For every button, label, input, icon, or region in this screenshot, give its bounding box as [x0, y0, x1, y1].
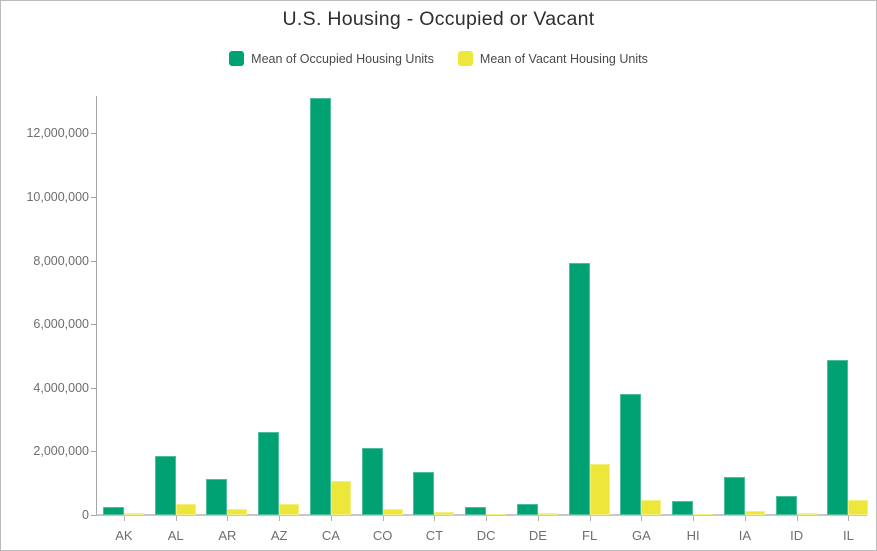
bar-occupied-IL[interactable] [827, 360, 849, 515]
legend-item-occupied[interactable]: Mean of Occupied Housing Units [229, 51, 434, 66]
bar-occupied-GA[interactable] [620, 394, 642, 515]
x-axis-tick [124, 516, 125, 521]
x-axis-label-CA: CA [321, 528, 340, 543]
x-axis-label-GA: GA [631, 528, 651, 543]
y-axis-tick-label: 4,000,000 [33, 381, 89, 395]
y-axis-tick-label: 2,000,000 [33, 444, 89, 458]
x-axis-label-AK: AK [115, 528, 133, 543]
bar-occupied-HI[interactable] [672, 501, 694, 515]
x-axis-tick [176, 516, 177, 521]
x-axis-tick [797, 516, 798, 521]
x-axis-label-CO: CO [372, 528, 393, 543]
bar-vacant-DC[interactable] [486, 513, 507, 515]
x-axis-label-AR: AR [218, 528, 237, 543]
x-axis-tick [383, 516, 384, 521]
bar-vacant-ID[interactable] [796, 513, 817, 515]
bar-occupied-CA[interactable] [309, 98, 331, 515]
bar-vacant-HI[interactable] [693, 513, 714, 515]
y-axis-tick [91, 197, 97, 198]
y-axis-tick-label: 0 [82, 508, 89, 522]
x-axis-label-HI: HI [686, 528, 700, 543]
bar-vacant-IA[interactable] [744, 511, 765, 515]
bar-occupied-AZ[interactable] [258, 432, 280, 515]
x-axis-line [96, 514, 867, 516]
bar-vacant-FL[interactable] [589, 464, 610, 515]
bar-occupied-AR[interactable] [206, 479, 228, 515]
chart-title: U.S. Housing - Occupied or Vacant [282, 8, 595, 30]
bar-occupied-AL[interactable] [154, 456, 176, 515]
x-axis-label-DC: DC [476, 528, 496, 543]
x-axis-tick [538, 516, 539, 521]
x-axis-tick [227, 516, 228, 521]
y-axis-tick-label: 6,000,000 [33, 317, 89, 331]
bar-occupied-ID[interactable] [775, 495, 797, 515]
bar-occupied-IA[interactable] [723, 476, 745, 515]
x-axis-label-DE: DE [528, 528, 547, 543]
x-axis-label-AZ: AZ [270, 528, 288, 543]
legend-label: Mean of Vacant Housing Units [479, 51, 648, 66]
x-axis-tick [693, 516, 694, 521]
legend: Mean of Occupied Housing Units Mean of Va… [1, 51, 876, 66]
bar-occupied-DE[interactable] [516, 504, 538, 515]
bar-occupied-FL[interactable] [568, 263, 590, 515]
bar-occupied-CO[interactable] [361, 448, 383, 515]
legend-label: Mean of Occupied Housing Units [251, 51, 434, 66]
bar-occupied-CT[interactable] [413, 472, 435, 515]
legend-item-vacant[interactable]: Mean of Vacant Housing Units [457, 51, 648, 66]
y-axis-tick [91, 261, 97, 262]
bar-vacant-AK[interactable] [123, 513, 144, 515]
x-axis-label-IL: IL [842, 528, 854, 543]
bar-vacant-AZ[interactable] [279, 503, 300, 515]
bar-vacant-GA[interactable] [641, 500, 662, 515]
occupied-swatch-icon [229, 51, 245, 66]
x-axis-label-ID: ID [790, 528, 804, 543]
bar-vacant-AL[interactable] [175, 504, 196, 515]
bar-vacant-CO[interactable] [382, 508, 403, 515]
y-axis-tick [91, 324, 97, 325]
y-axis-tick [91, 133, 97, 134]
x-axis-tick [848, 516, 849, 521]
y-axis-tick [91, 451, 97, 452]
x-axis-tick [590, 516, 591, 521]
bar-vacant-DE[interactable] [537, 512, 558, 515]
x-axis-label-CT: CT [425, 528, 444, 543]
y-axis-tick [91, 515, 97, 516]
x-axis-tick [641, 516, 642, 521]
x-axis-tick [331, 516, 332, 521]
bar-vacant-IL[interactable] [848, 500, 869, 515]
x-axis-tick [434, 516, 435, 521]
vacant-swatch-icon [457, 51, 473, 66]
y-axis-line [96, 96, 97, 515]
x-axis-tick [486, 516, 487, 521]
x-axis-label-FL: FL [582, 528, 598, 543]
y-axis-tick-label: 10,000,000 [26, 190, 89, 204]
bar-occupied-AK[interactable] [102, 507, 124, 515]
x-axis-tick [279, 516, 280, 521]
bar-occupied-DC[interactable] [465, 506, 487, 515]
x-axis-label-AL: AL [167, 528, 184, 543]
bar-vacant-CT[interactable] [434, 511, 455, 515]
x-axis-tick [745, 516, 746, 521]
y-axis-tick-label: 8,000,000 [33, 254, 89, 268]
y-axis-tick [91, 388, 97, 389]
bar-vacant-AR[interactable] [227, 508, 248, 515]
x-axis-label-IA: IA [738, 528, 752, 543]
y-axis-tick-label: 12,000,000 [26, 126, 89, 140]
bar-vacant-CA[interactable] [330, 480, 351, 515]
